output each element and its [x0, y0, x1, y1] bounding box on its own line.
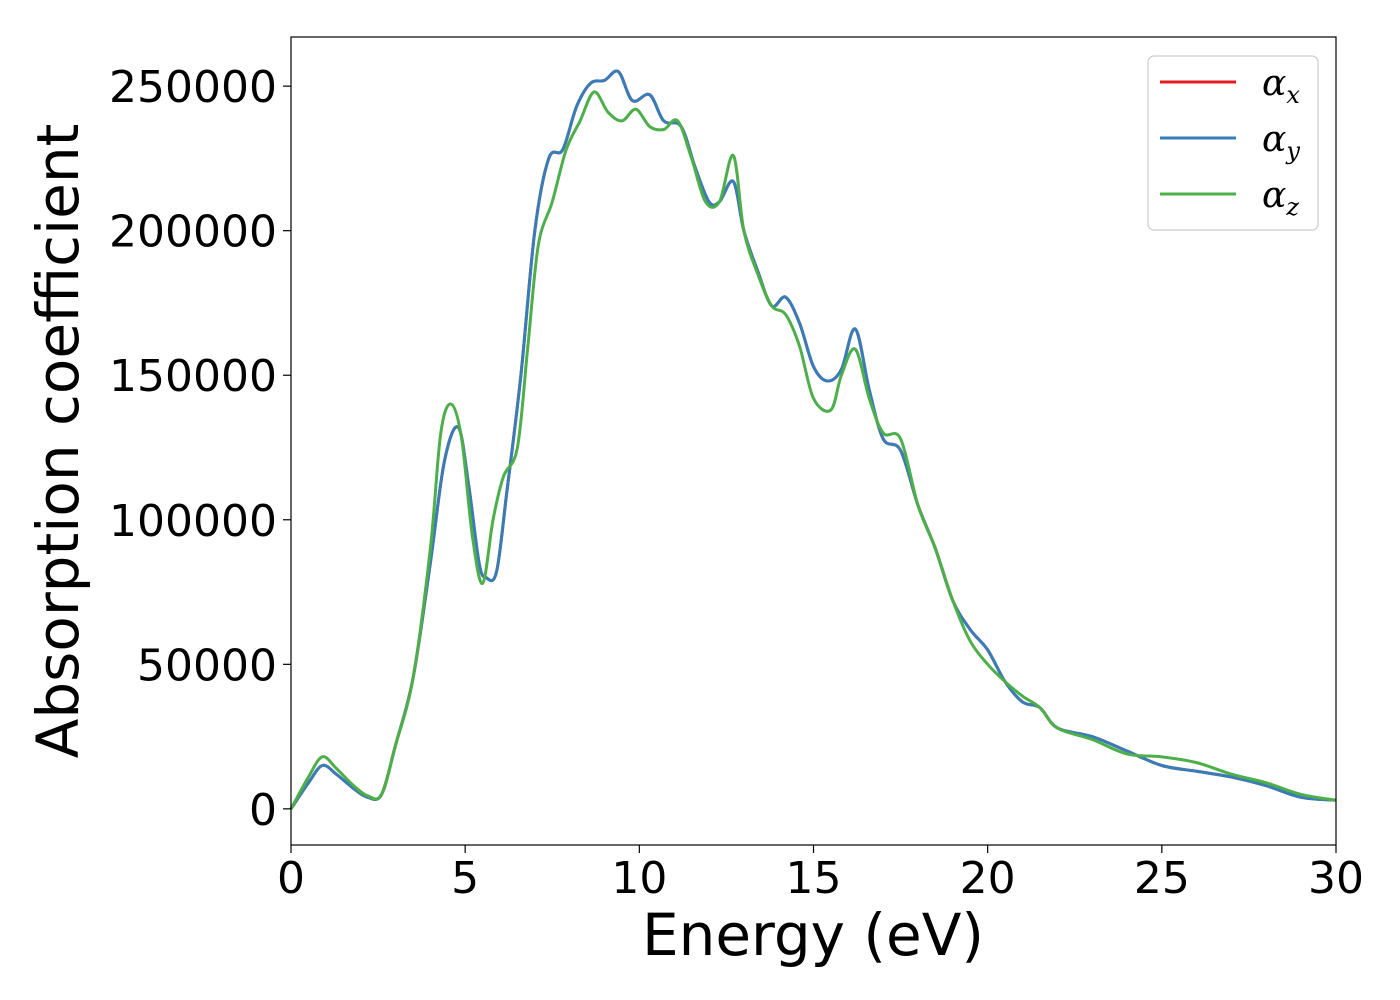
y-tick-label: 0	[249, 785, 277, 836]
series-alpha-y-line	[289, 69, 1337, 810]
x-tick-label: 10	[611, 853, 667, 904]
legend-label-alpha-x: αx	[1262, 63, 1300, 109]
x-tick-label: 25	[1134, 853, 1190, 904]
x-axis: 0 5 10 15 20 25 30	[277, 845, 1364, 904]
series-layer	[289, 69, 1337, 810]
x-tick-label: 5	[451, 853, 479, 904]
x-tick-label: 0	[277, 853, 305, 904]
x-tick-label: 15	[786, 853, 842, 904]
y-axis: 0 50000 100000 150000 200000 250000	[109, 62, 291, 836]
series-alpha-z-line	[289, 90, 1337, 810]
y-axis-title: Absorption coefficient	[24, 124, 92, 759]
y-tick-label: 200000	[109, 207, 277, 258]
x-axis-title: Energy (eV)	[642, 901, 984, 969]
legend-label-alpha-y: αy	[1262, 119, 1300, 165]
x-tick-label: 20	[960, 853, 1016, 904]
legend-box	[1147, 55, 1319, 231]
x-tick-label: 30	[1308, 853, 1364, 904]
y-tick-label: 150000	[109, 351, 277, 402]
y-tick-label: 100000	[109, 496, 277, 547]
y-tick-label: 50000	[137, 640, 277, 691]
y-tick-label: 250000	[109, 62, 277, 113]
legend: αx αy αz	[1147, 55, 1319, 231]
legend-label-alpha-z: αz	[1262, 175, 1299, 221]
